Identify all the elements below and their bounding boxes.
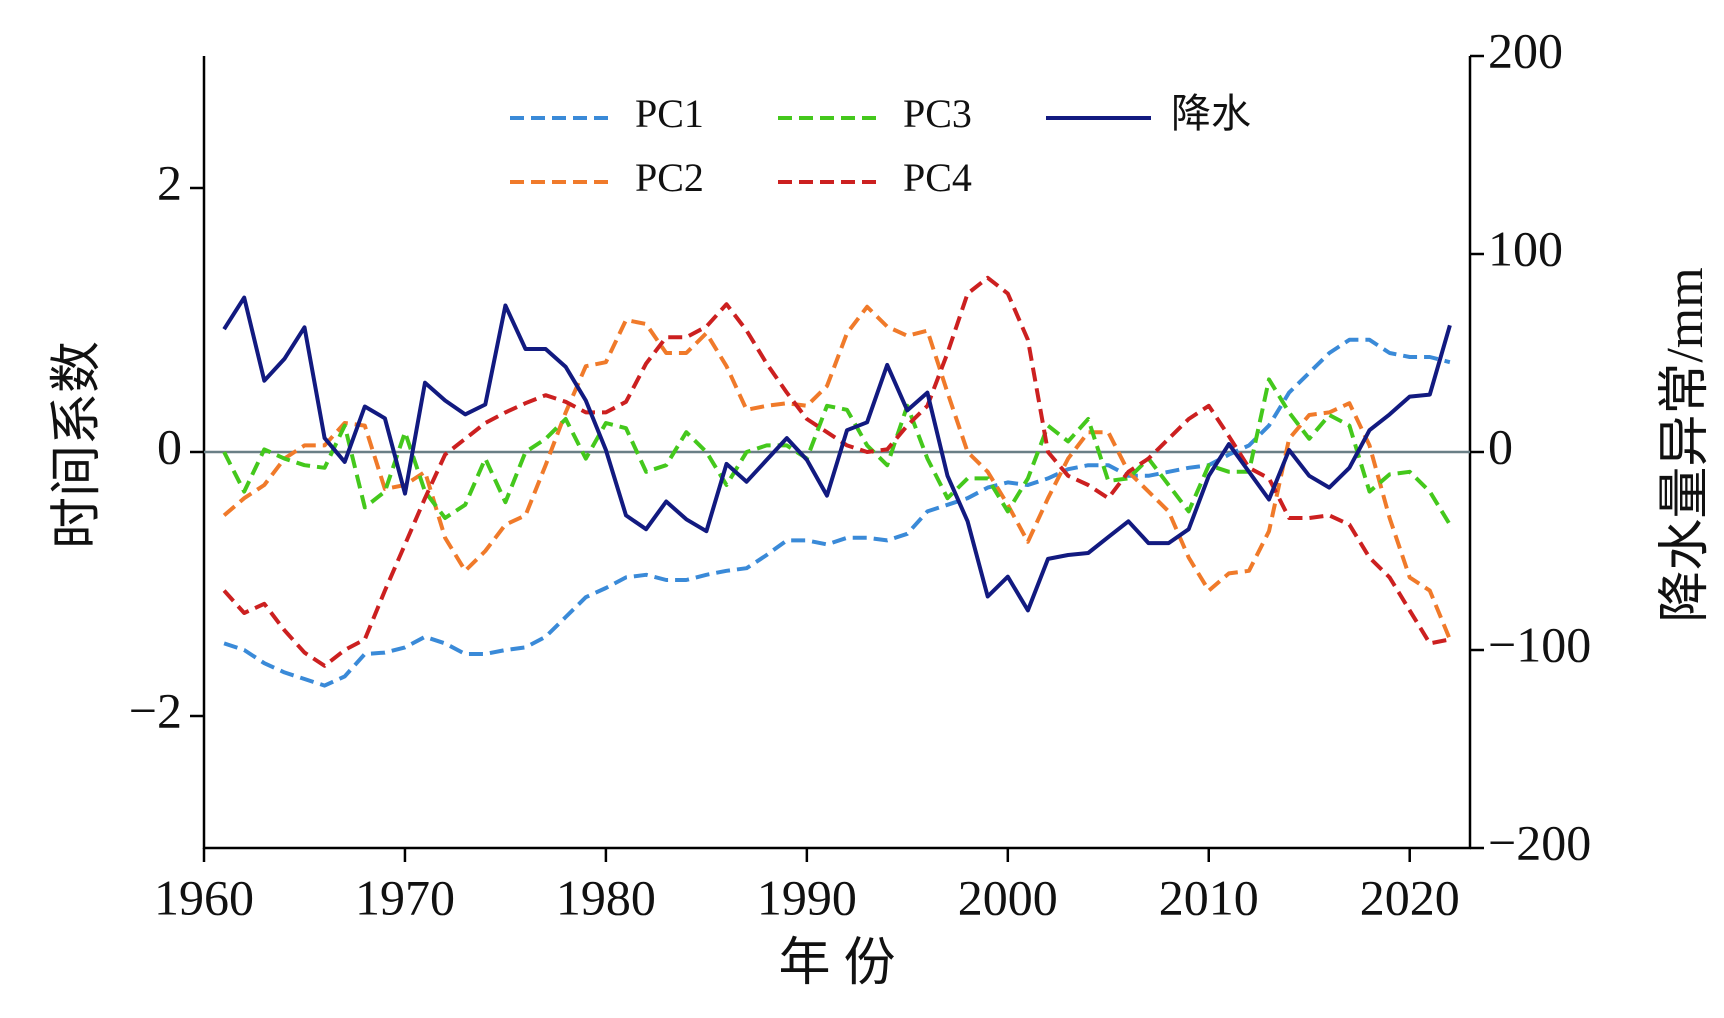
y2-tick-label: −100: [1488, 616, 1591, 672]
legend-label: 降水: [1171, 91, 1251, 136]
y-tick-label: −2: [129, 682, 182, 738]
x-tick-label: 1960: [154, 869, 254, 925]
y2-axis-label: 降水量异常/mm: [1657, 267, 1714, 622]
x-tick-label: 1990: [757, 869, 857, 925]
series-line: [222, 295, 1452, 613]
legend-label: PC2: [635, 155, 704, 200]
x-tick-label: 1970: [355, 869, 455, 925]
series-line: [223, 337, 1451, 688]
x-tick-label: 2010: [1159, 869, 1259, 925]
y-tick-label: 0: [157, 418, 182, 474]
series-line: [222, 377, 1452, 526]
x-tick-label: 2000: [958, 869, 1058, 925]
y-axis-label: 时间系数: [49, 341, 106, 549]
x-axis-label: 年 份: [778, 935, 895, 992]
series-line: [222, 304, 1452, 641]
y2-tick-label: 0: [1488, 418, 1513, 474]
y-tick-label: 2: [157, 154, 182, 210]
legend-label: PC1: [635, 91, 704, 136]
legend-label: PC4: [903, 155, 972, 200]
x-tick-label: 2020: [1360, 869, 1460, 925]
legend-label: PC3: [903, 91, 972, 136]
y2-tick-label: 100: [1488, 220, 1563, 276]
series-line: [222, 275, 1451, 668]
y2-tick-label: −200: [1488, 814, 1591, 870]
y2-tick-label: 200: [1488, 22, 1563, 78]
x-tick-label: 1980: [556, 869, 656, 925]
